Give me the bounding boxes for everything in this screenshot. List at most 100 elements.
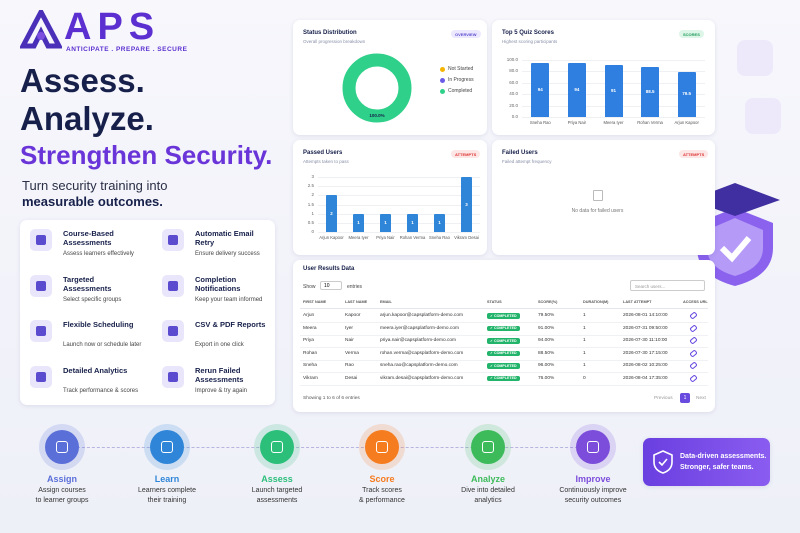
step-title: Score [369,474,395,484]
feature-text: Improve & try again [195,387,248,394]
step-circle [260,430,294,464]
card-subtitle: Failed attempt frequency [502,159,552,164]
table-cell: Arjun [303,313,315,318]
step-glyph [587,441,599,453]
legend-dot [440,78,445,83]
bar [604,65,623,117]
feature-text: Assess learners effectively [63,251,134,257]
table-cell: 96.00% [538,363,555,368]
table-cell: 1 [583,313,586,318]
grid-line [318,232,480,233]
header-rule [300,308,708,309]
table-cell: 1 [583,350,586,356]
y-tick-label: 100.0 [506,57,518,62]
status-pill: ✓ COMPLETED [487,325,520,332]
bar [641,66,660,117]
row-rule [300,359,708,361]
table-cell: rohan.verma@capsplatform-demo.com [380,350,464,356]
x-tick-label: Vikram Desai [454,235,479,240]
table-cell: 1 [583,363,586,368]
status-pill: ✓ COMPLETED [487,350,520,357]
bar [353,213,364,232]
row-rule [300,322,708,323]
table-header: STATUS [487,300,502,304]
y-tick-label: 0.0 [511,114,518,119]
x-tick-label: Arjun Kapoor [674,120,699,125]
table-cell: meera.iyer@capsplatform-demo.com [380,325,459,331]
table-cell: Vikram [303,375,318,381]
bar [407,213,418,232]
feature-text: Track performance & scores [63,387,139,394]
row-rule [300,347,708,348]
table-footer: Showing 1 to 6 of 6 entries [303,396,360,401]
bar [567,63,586,117]
value-label: 1 [438,219,441,225]
step-text: Learners complete [138,487,196,494]
legend-dot [440,67,445,72]
x-tick-label: Rohan Verma [637,120,663,125]
card-title: Top 5 Quiz Scores [502,30,554,36]
table-cell: arjun.kapoor@capsplatform-demo.com [380,313,463,318]
table-cell: 79.50% [538,313,555,318]
feature-icon-glyph [36,371,46,382]
feature-title: Automatic Email Retry [195,229,254,247]
bar [434,213,445,232]
status-pill: ✓ COMPLETED [487,313,520,319]
search-box[interactable]: Search users... [630,280,705,291]
prev-button[interactable]: Previous [654,396,673,401]
feature-title: Course-Based Assessments [63,229,114,247]
y-tick-label: 1.5 [307,201,314,207]
grid-line [318,195,480,197]
feature-icon-glyph [168,326,178,336]
deco-icon [745,98,781,134]
feature-icon-glyph [36,326,46,336]
legend-dot [440,89,445,94]
card-subtitle: Overall progression breakdown [303,39,366,44]
feature-icon-glyph [168,235,178,245]
table-header: EMAIL [380,300,392,304]
feature-icon-glyph [168,371,178,382]
step-circle [365,430,399,464]
table-cell: Sneha [303,363,317,368]
subhead: Turn security training into [22,178,168,193]
grid-line [318,204,480,206]
bar [677,71,696,117]
chart-card [293,140,487,255]
step-glyph [271,441,283,453]
table-title: User Results Data [303,266,355,272]
legend-label: Not Started [448,66,474,72]
y-tick-label: 2 [311,192,314,198]
feature-text: Ensure delivery success [195,251,260,257]
next-button[interactable]: Next [696,396,706,401]
card-badge: ATTEMPTS [679,150,709,158]
table-cell: Nair [345,338,354,343]
page-button[interactable]: 1 [680,393,690,403]
headline: Assess. [20,62,145,99]
y-tick-label: 80.0 [509,68,518,74]
card-title: Passed Users [303,150,343,156]
feature-title: CSV & PDF Reports [195,320,266,329]
step-title: Assess [261,474,293,484]
step-text: their training [147,497,187,504]
step-text: Track scores [362,487,402,494]
table-cell: vikram.desai@capsplatform-demo.com [380,375,464,381]
table-header: SCORE(%) [538,300,558,304]
table-cell: 2026-08-02 10:25:00 [623,363,668,368]
callout-text: Stronger, safer teams. [680,464,754,471]
page-size[interactable]: 10 [320,281,342,290]
feature-icon-glyph [36,235,46,245]
callout-text: Data-driven assessments. [680,453,767,460]
step-text: analytics [474,497,502,504]
bar [326,195,337,232]
step-title: Analyze [470,474,505,484]
table-cell: 2026-07-31 09:50:00 [623,325,668,331]
y-tick-label: 40.0 [509,91,518,97]
table-cell: 1 [583,338,586,343]
x-tick-label: Sneha Rao [429,235,450,240]
value-label: 1 [411,219,414,225]
subhead: measurable outcomes. [22,194,163,209]
grid-line [522,60,705,61]
feature-title: Targeted Assessments [63,274,112,293]
value-label: 3 [465,201,468,207]
table-cell: priya.nair@capsplatform-demo.com [380,338,457,343]
